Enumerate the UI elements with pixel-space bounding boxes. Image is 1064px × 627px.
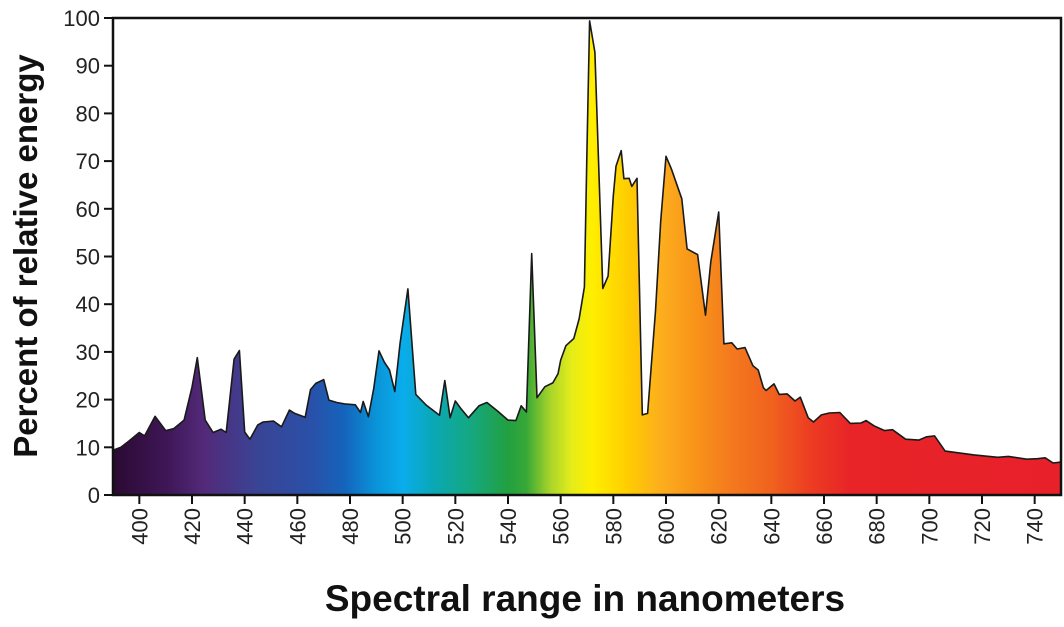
x-tick-label: 580: [601, 508, 626, 545]
y-tick-label: 40: [76, 292, 100, 317]
x-axis-title: Spectral range in nanometers: [325, 578, 845, 619]
series-area-fill: [113, 20, 1061, 496]
x-tick-label: 500: [391, 508, 416, 545]
y-tick-label: 70: [76, 149, 100, 174]
x-tick-label: 680: [865, 508, 890, 545]
y-tick-label: 80: [76, 101, 100, 126]
x-tick-label: 620: [707, 508, 732, 545]
y-axis-title: Percent of relative energy: [7, 54, 44, 458]
x-tick-label: 420: [180, 508, 205, 545]
x-tick-label: 540: [496, 508, 521, 545]
x-tick-label: 460: [285, 508, 310, 545]
y-tick-label: 60: [76, 197, 100, 222]
y-tick-label: 50: [76, 245, 100, 270]
x-tick-label: 720: [970, 508, 995, 545]
y-tick-label: 10: [76, 435, 100, 460]
y-tick-label: 30: [76, 340, 100, 365]
y-tick-label: 20: [76, 388, 100, 413]
x-tick-label: 560: [549, 508, 574, 545]
x-tick-label: 400: [127, 508, 152, 545]
y-tick-label: 0: [88, 483, 100, 508]
x-tick-label: 480: [338, 508, 363, 545]
x-tick-label: 700: [917, 508, 942, 545]
x-tick-label: 640: [759, 508, 784, 545]
x-axis: 400 420 440 460 480 500 520 540 560 580 600 620 640 6…: [127, 495, 1048, 545]
x-tick-label: 660: [812, 508, 837, 545]
x-tick-label: 520: [443, 508, 468, 545]
y-tick-label: 100: [63, 6, 100, 31]
x-tick-label: 440: [233, 508, 258, 545]
series-line: [112, 20, 1062, 464]
x-tick-label: 740: [1023, 508, 1048, 545]
x-tick-label: 600: [654, 508, 679, 545]
y-tick-label: 90: [76, 54, 100, 79]
y-axis: 0 10 20 30 40 50 60 70 80 90 100: [63, 6, 113, 508]
